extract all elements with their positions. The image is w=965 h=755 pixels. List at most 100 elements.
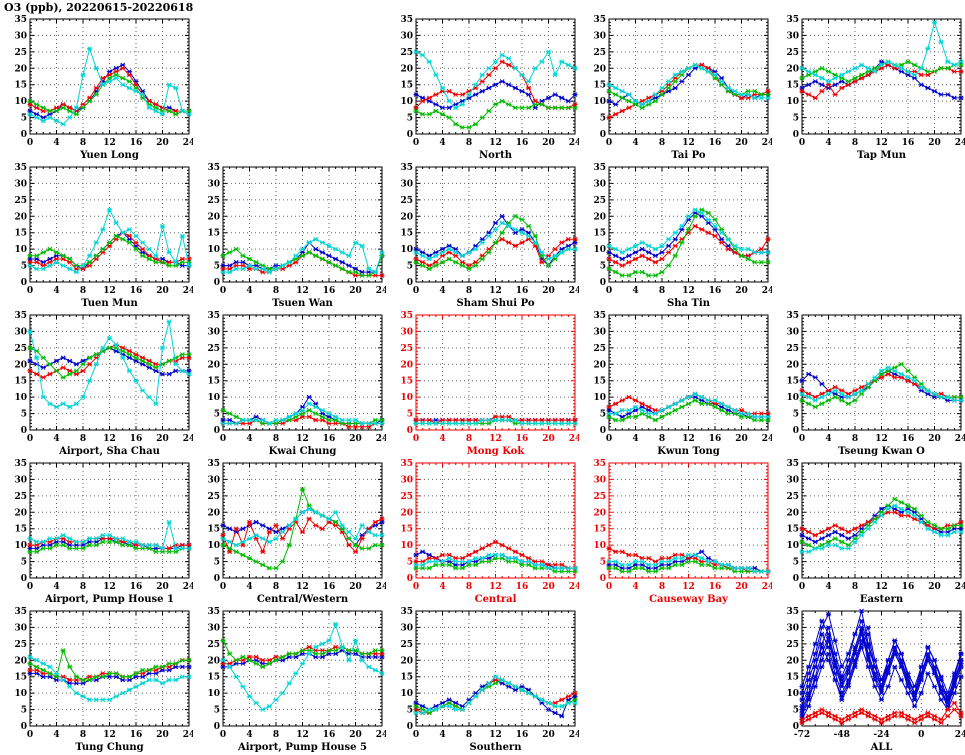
chart-title: Kwai Chung	[269, 446, 337, 457]
x-tick-label: 0	[220, 730, 226, 740]
y-tick-label: 10	[786, 689, 799, 699]
x-tick-label: 20	[735, 286, 748, 296]
y-tick-label: 5	[214, 558, 220, 568]
x-tick-label: 24	[955, 138, 965, 148]
y-tick-label: 10	[207, 689, 220, 699]
x-tick-label: 12	[103, 730, 116, 740]
y-tick-label: 25	[400, 640, 413, 650]
chart-tung-chung: 0 5 10 15 20 25 30 35 0 4 8 12 16 20 24 Tung Chung	[0, 605, 193, 753]
chart-sham-shui-po: 0 5 10 15 20 25 30 35 0 4 8 12 16 20 24 Sham Shui Po	[386, 161, 579, 309]
chart-title: Airport, Pump House 5	[237, 742, 367, 753]
y-tick-label: 15	[593, 525, 606, 535]
x-tick-label: 12	[489, 434, 502, 444]
x-tick-label: 0	[413, 730, 419, 740]
x-tick-label: 8	[659, 434, 665, 444]
y-tick-label: 25	[400, 344, 413, 354]
x-tick-label: 20	[349, 582, 362, 592]
x-tick-label: 12	[489, 730, 502, 740]
x-tick-label: 0	[799, 138, 805, 148]
x-tick-label: 4	[246, 582, 252, 592]
y-tick-label: 10	[786, 541, 799, 551]
chart-title: Tuen Mun	[81, 298, 138, 309]
x-tick-label: 20	[928, 582, 941, 592]
y-tick-label: 0	[407, 722, 413, 732]
x-tick-label: 0	[220, 434, 226, 444]
x-tick-label: 4	[439, 138, 445, 148]
chart-title: Kwun Tong	[657, 446, 720, 457]
y-tick-label: 30	[400, 623, 413, 633]
chart-title: Tap Mun	[857, 150, 907, 161]
chart-svg-airport-pump-house-5: 0 5 10 15 20 25 30 35 0 4 8 12 16 20 24 Airport, Pump H…	[207, 607, 386, 753]
x-tick-label: 12	[682, 582, 695, 592]
x-tick-label: 8	[852, 582, 858, 592]
x-tick-label: 8	[466, 730, 472, 740]
x-tick-label: 0	[606, 286, 612, 296]
y-tick-label: 25	[14, 344, 27, 354]
y-tick-label: 35	[400, 311, 413, 321]
chart-svg-mong-kok: 0 5 10 15 20 25 30 35 0 4 8 12 16 20 24 Mong Kok	[400, 311, 579, 457]
y-tick-label: 5	[407, 410, 413, 420]
x-tick-label: 12	[296, 582, 309, 592]
x-tick-label: 12	[296, 286, 309, 296]
y-tick-label: 0	[21, 278, 27, 288]
x-tick-label: 8	[273, 730, 279, 740]
x-tick-label: 8	[466, 286, 472, 296]
x-tick-label: 4	[53, 582, 59, 592]
y-tick-label: 30	[207, 327, 220, 337]
y-tick-label: 0	[407, 426, 413, 436]
x-tick-label: 12	[489, 582, 502, 592]
x-tick-label: 16	[516, 286, 529, 296]
y-tick-label: 20	[14, 360, 27, 370]
y-tick-label: 20	[786, 360, 799, 370]
y-tick-label: 0	[793, 574, 799, 584]
y-tick-label: 30	[593, 327, 606, 337]
chart-title: Tseung Kwan O	[838, 446, 925, 457]
chart-title: Tai Po	[671, 150, 705, 161]
y-tick-label: 10	[400, 689, 413, 699]
y-tick-label: 15	[14, 81, 27, 91]
y-tick-label: 15	[400, 525, 413, 535]
x-tick-label: 16	[709, 434, 722, 444]
chart-svg-causeway-bay: 0 5 10 15 20 25 30 35 0 4 8 12 16 20 24 Causeway Bay	[593, 459, 772, 605]
y-tick-label: 25	[593, 492, 606, 502]
x-tick-label: -48	[834, 730, 850, 740]
x-tick-label: 24	[376, 582, 386, 592]
y-tick-label: 30	[786, 475, 799, 485]
chart-tseung-kwan-o: 0 5 10 15 20 25 30 35 0 4 8 12 16 20 24 Tseung Kwan O	[772, 309, 965, 457]
y-tick-label: 0	[407, 130, 413, 140]
y-tick-label: 20	[593, 508, 606, 518]
chart-svg-yuen-long: 0 5 10 15 20 25 30 35 0 4 8 12 16 20 24 Yuen Long	[14, 15, 193, 161]
y-tick-label: 20	[400, 508, 413, 518]
x-tick-label: 16	[709, 286, 722, 296]
chart-sha-tin: 0 5 10 15 20 25 30 35 0 4 8 12 16 20 24 Sha Tin	[579, 161, 772, 309]
x-tick-label: 4	[439, 434, 445, 444]
chart-title: Causeway Bay	[649, 594, 729, 605]
y-tick-label: 10	[207, 541, 220, 551]
y-tick-label: 35	[14, 459, 27, 469]
y-tick-label: 30	[400, 475, 413, 485]
y-tick-label: 10	[207, 393, 220, 403]
x-tick-label: 12	[875, 138, 888, 148]
y-tick-label: 15	[593, 81, 606, 91]
x-tick-label: 24	[183, 434, 193, 444]
x-tick-label: 4	[632, 434, 638, 444]
x-tick-label: 16	[709, 582, 722, 592]
x-tick-label: 24	[955, 730, 965, 740]
y-tick-label: 5	[21, 114, 27, 124]
chart-kwai-chung: 0 5 10 15 20 25 30 35 0 4 8 12 16 20 24 Kwai Chung	[193, 309, 386, 457]
chart-causeway-bay: 0 5 10 15 20 25 30 35 0 4 8 12 16 20 24 Causeway Bay	[579, 457, 772, 605]
y-tick-label: 5	[600, 262, 606, 272]
x-tick-label: 0	[606, 582, 612, 592]
y-tick-label: 10	[593, 541, 606, 551]
x-tick-label: 24	[376, 286, 386, 296]
x-tick-label: 12	[682, 138, 695, 148]
y-tick-label: 0	[793, 130, 799, 140]
y-tick-label: 5	[21, 558, 27, 568]
chart-title: Sham Shui Po	[457, 298, 535, 309]
x-tick-label: 20	[156, 286, 169, 296]
chart-svg-central: 0 5 10 15 20 25 30 35 0 4 8 12 16 20 24 Central	[400, 459, 579, 605]
chart-title: Yuen Long	[79, 150, 139, 161]
x-tick-label: 12	[103, 138, 116, 148]
y-tick-label: 0	[407, 574, 413, 584]
y-tick-label: 35	[786, 15, 799, 25]
